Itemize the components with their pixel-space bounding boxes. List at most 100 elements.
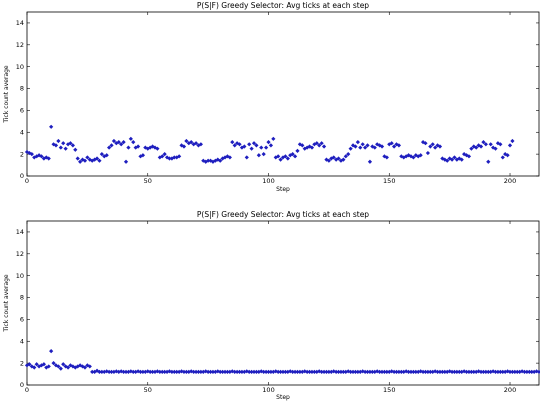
chart-top-data-point <box>420 140 426 145</box>
chart-top-data-point <box>483 142 488 147</box>
chart-bottom-data-point <box>268 369 274 374</box>
chart-top-data-point <box>384 155 389 160</box>
chart-bottom: P(S|F) Greedy Selector: Avg ticks at eac… <box>3 210 540 401</box>
chart-top-data-point <box>360 142 365 147</box>
chart-top-data-point <box>232 143 237 148</box>
chart-top-data-point <box>78 159 83 164</box>
chart-bottom-data-point <box>452 369 457 374</box>
chart-top-ytick-label: 14 <box>16 19 24 27</box>
chart-top-data-point <box>181 144 187 149</box>
chart-top-data-point <box>481 140 486 145</box>
chart-top: P(S|F) Greedy Selector: Avg ticks at eac… <box>3 1 540 193</box>
chart-bottom-data-point <box>235 369 240 374</box>
chart-bottom-points <box>24 349 540 374</box>
chart-bottom-data-point <box>237 369 242 374</box>
chart-bottom-plot-area <box>26 220 540 386</box>
chart-top-data-point <box>259 145 264 150</box>
chart-top-data-point <box>268 143 274 148</box>
chart-bottom-title: P(S|F) Greedy Selector: Avg ticks at eac… <box>197 210 369 219</box>
chart-top-data-point <box>266 140 271 145</box>
chart-bottom-data-point <box>184 369 189 374</box>
chart-bottom-data-point <box>302 369 307 374</box>
chart-top-data-point <box>302 146 307 151</box>
chart-top-data-point <box>416 154 421 159</box>
chart-top-data-point <box>271 136 276 141</box>
chart-bottom-data-point <box>114 369 119 374</box>
chart-top-ytick-label: 6 <box>20 107 24 115</box>
chart-bottom-data-point <box>292 369 298 374</box>
chart-bottom-data-point <box>408 369 414 374</box>
chart-top-data-point <box>162 152 167 157</box>
chart-top-data-point <box>263 145 269 150</box>
chart-top-data-point <box>445 158 450 163</box>
chart-top-data-point <box>29 152 34 157</box>
chart-bottom-xtick-label: 100 <box>262 386 274 394</box>
chart-top-data-point <box>367 159 373 164</box>
chart-top-data-point <box>135 144 141 149</box>
chart-top-data-point <box>365 143 370 148</box>
chart-top-data-point <box>206 158 211 163</box>
chart-top-xtick-label: 100 <box>262 177 274 185</box>
chart-top-data-point <box>493 146 498 151</box>
chart-top-data-point <box>237 142 242 147</box>
chart-bottom-data-point <box>61 362 66 367</box>
chart-bottom-data-point <box>90 369 95 374</box>
chart-top-data-point <box>244 155 249 160</box>
chart-bottom-data-point <box>510 369 515 374</box>
chart-bottom-data-point <box>334 369 339 374</box>
chart-top-data-point <box>505 153 510 158</box>
chart-top-data-point <box>249 146 254 151</box>
chart-top-data-point <box>476 143 481 148</box>
chart-top-data-point <box>379 144 385 149</box>
chart-bottom-data-point <box>295 369 300 374</box>
chart-top-data-point <box>56 138 61 144</box>
chart-top-data-point <box>292 154 298 159</box>
chart-bottom-ytick-label: 6 <box>20 316 24 324</box>
chart-bottom-data-point <box>394 369 399 374</box>
chart-top-ytick-label: 8 <box>20 85 24 93</box>
chart-bottom-data-point <box>536 369 540 374</box>
chart-top-data-point <box>399 154 404 159</box>
chart-top-data-point <box>41 156 47 161</box>
chart-bottom-data-point <box>99 369 104 374</box>
chart-bottom-data-point <box>309 369 315 374</box>
chart-bottom-data-point <box>423 369 428 374</box>
chart-bottom-xtick-label: 150 <box>383 386 395 394</box>
chart-top-data-point <box>85 155 90 160</box>
chart-top-data-point <box>39 154 44 159</box>
chart-top-ticks: 0 50 100 150 200 0 2 4 6 8 10 12 14 <box>16 12 539 185</box>
chart-top-data-point <box>300 143 305 148</box>
chart-top-data-point <box>319 141 324 146</box>
chart-top-data-point <box>346 152 351 157</box>
chart-bottom-data-point <box>51 361 56 366</box>
chart-bottom-data-point <box>493 369 498 374</box>
chart-bottom-data-point <box>278 369 283 374</box>
chart-top-data-point <box>107 145 112 150</box>
chart-top-data-point <box>370 144 375 149</box>
chart-bottom-data-point <box>457 369 462 374</box>
chart-top-data-point <box>283 154 288 159</box>
chart-bottom-data-point <box>123 369 129 374</box>
chart-top-data-point <box>423 141 428 146</box>
chart-bottom-data-point <box>464 369 469 374</box>
chart-top-data-point <box>488 142 493 147</box>
chart-bottom-data-point <box>162 369 167 374</box>
chart-bottom-data-point <box>418 369 423 374</box>
chart-top-data-point <box>391 144 397 149</box>
chart-bottom-data-point <box>32 365 37 370</box>
chart-bottom-data-point <box>251 369 257 374</box>
chart-bottom-ytick-label: 12 <box>16 250 24 258</box>
chart-bottom-data-point <box>232 369 237 374</box>
chart-bottom-ytick-label: 2 <box>20 359 24 367</box>
chart-bottom-data-point <box>206 369 211 374</box>
chart-bottom-data-point <box>109 369 114 374</box>
chart-top-data-point <box>276 154 281 159</box>
chart-bottom-data-point <box>483 369 488 374</box>
chart-bottom-data-point <box>174 369 179 374</box>
chart-top-plot-area <box>26 11 540 177</box>
chart-bottom-data-point <box>532 369 537 374</box>
chart-top-data-point <box>97 158 102 163</box>
chart-bottom-data-point <box>181 369 187 374</box>
chart-top-xtick-label: 150 <box>383 177 395 185</box>
chart-top-data-point <box>242 144 247 149</box>
